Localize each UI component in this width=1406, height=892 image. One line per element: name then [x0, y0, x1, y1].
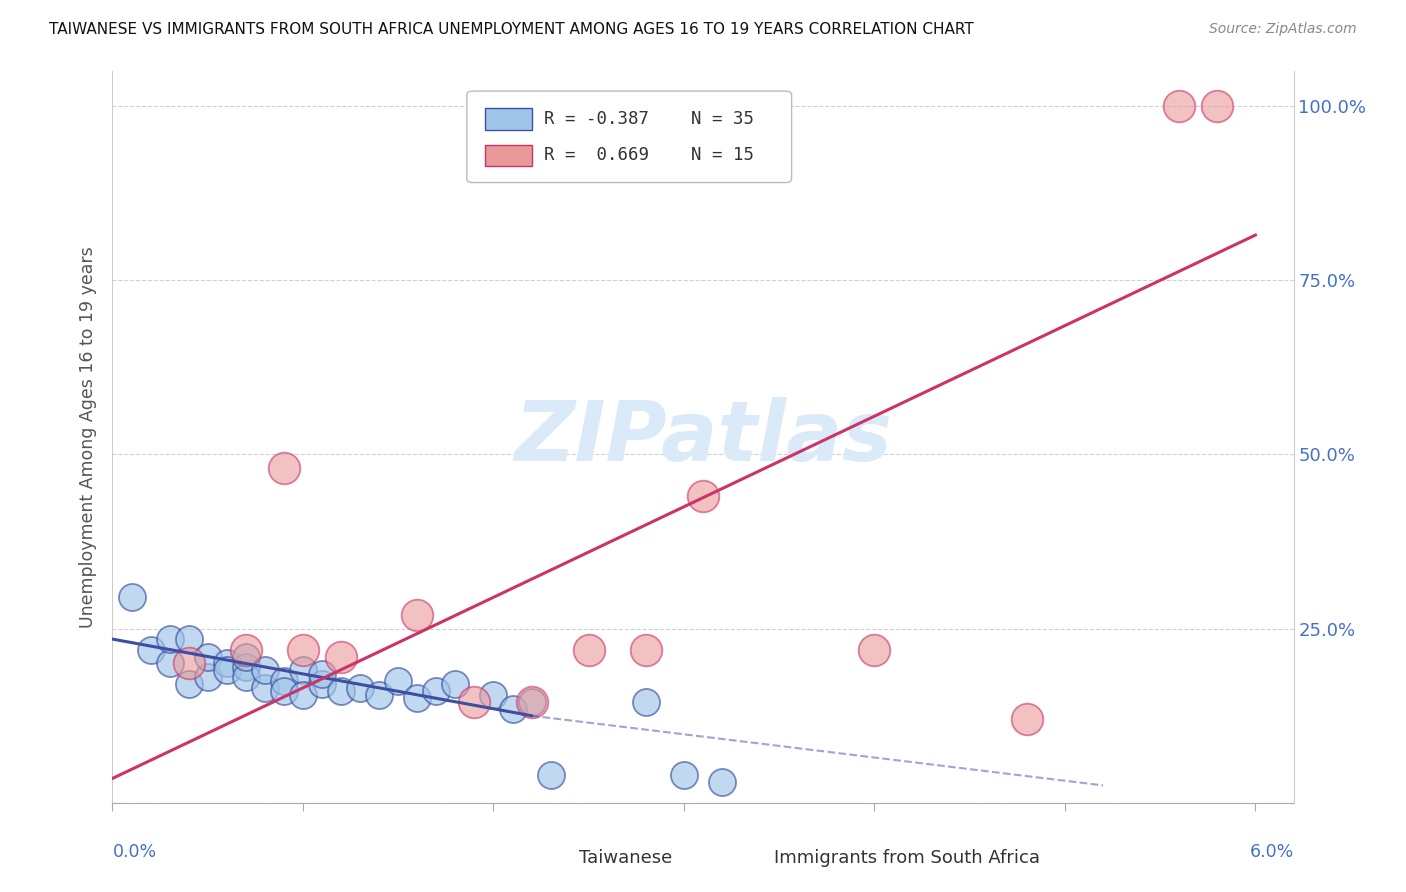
Point [330, 649, 353, 664]
Point [197, 649, 219, 664]
Point [253, 681, 276, 695]
Point [311, 667, 333, 681]
Point [540, 768, 562, 782]
Point [273, 684, 295, 698]
Point [863, 642, 886, 657]
Text: TAIWANESE VS IMMIGRANTS FROM SOUTH AFRICA UNEMPLOYMENT AMONG AGES 16 TO 19 YEARS: TAIWANESE VS IMMIGRANTS FROM SOUTH AFRIC… [49, 22, 974, 37]
Text: 0.0%: 0.0% [112, 843, 156, 861]
Point [502, 702, 524, 716]
Point [311, 677, 333, 691]
Point [215, 657, 238, 671]
Point [291, 642, 314, 657]
Point [482, 688, 505, 702]
Text: ZIPatlas: ZIPatlas [515, 397, 891, 477]
Point [291, 664, 314, 678]
Point [368, 688, 391, 702]
Bar [748, 850, 772, 868]
Text: Source: ZipAtlas.com: Source: ZipAtlas.com [1209, 22, 1357, 37]
Bar [485, 108, 531, 130]
Point [406, 607, 429, 622]
Point [406, 691, 429, 706]
Point [235, 660, 257, 674]
Point [197, 670, 219, 684]
Point [139, 642, 162, 657]
Point [444, 677, 467, 691]
Text: R = -0.387    N = 35: R = -0.387 N = 35 [544, 110, 754, 128]
Point [672, 768, 695, 782]
Text: Taiwanese: Taiwanese [579, 848, 672, 867]
Point [578, 642, 600, 657]
Point [177, 632, 200, 646]
Y-axis label: Unemployment Among Ages 16 to 19 years: Unemployment Among Ages 16 to 19 years [79, 246, 97, 628]
Point [463, 695, 485, 709]
Point [273, 461, 295, 475]
FancyBboxPatch shape [467, 91, 792, 183]
Point [1168, 99, 1191, 113]
Bar [553, 850, 576, 868]
Point [692, 489, 714, 503]
Point [711, 775, 734, 789]
Point [520, 695, 543, 709]
Point [520, 695, 543, 709]
Point [177, 657, 200, 671]
Text: Immigrants from South Africa: Immigrants from South Africa [773, 848, 1040, 867]
Point [215, 664, 238, 678]
Text: R =  0.669    N = 15: R = 0.669 N = 15 [544, 146, 754, 164]
Point [634, 695, 657, 709]
Point [235, 670, 257, 684]
Point [159, 632, 181, 646]
Point [235, 642, 257, 657]
Point [634, 642, 657, 657]
Point [425, 684, 447, 698]
Point [387, 673, 409, 688]
Text: 6.0%: 6.0% [1250, 843, 1294, 861]
Point [235, 649, 257, 664]
Point [330, 684, 353, 698]
Point [349, 681, 371, 695]
Point [1206, 99, 1229, 113]
Point [291, 688, 314, 702]
Point [1015, 712, 1038, 726]
Point [159, 657, 181, 671]
Point [177, 677, 200, 691]
Point [273, 673, 295, 688]
Point [253, 664, 276, 678]
Point [121, 591, 143, 605]
Bar [485, 145, 531, 167]
